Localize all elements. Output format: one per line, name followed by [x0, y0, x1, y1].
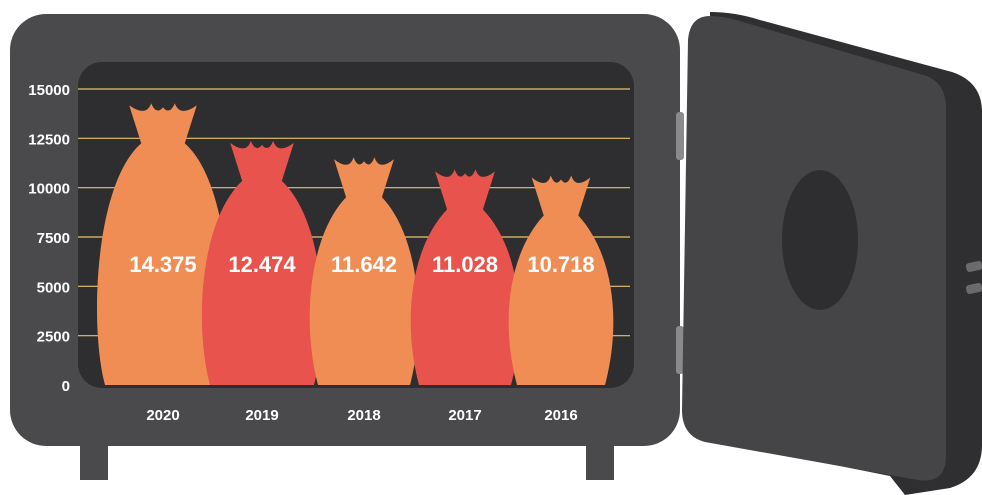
- door-bolt-1: [965, 260, 982, 272]
- y-tick-label: 0: [62, 378, 70, 395]
- money-bag-bar: [410, 169, 520, 385]
- y-tick-label: 2500: [37, 329, 70, 346]
- safe-leg-right: [586, 440, 614, 480]
- data-labels: 14.375 12.474 11.642 11.028 10.718: [129, 252, 594, 277]
- money-bag-bar: [201, 140, 323, 385]
- x-tick-label: 2019: [245, 407, 278, 424]
- bag-series: [96, 103, 614, 385]
- data-label: 11.028: [432, 252, 498, 277]
- x-tick-label: 2018: [347, 407, 380, 424]
- y-axis-ticks: 0 2500 5000 7500 10000 12500 15000: [28, 82, 70, 395]
- data-label: 11.642: [331, 252, 397, 277]
- y-tick-label: 15000: [28, 82, 70, 99]
- data-label: 10.718: [527, 252, 594, 277]
- door-bolt-2: [965, 282, 982, 294]
- x-axis-ticks: 2020 2019 2018 2017 2016: [146, 407, 577, 424]
- x-tick-label: 2017: [448, 407, 481, 424]
- safe-leg-left: [80, 440, 108, 480]
- y-tick-label: 5000: [37, 279, 70, 296]
- hinge-top: [676, 112, 684, 160]
- hinge-bottom: [676, 326, 684, 374]
- y-tick-label: 7500: [37, 230, 70, 247]
- y-tick-label: 12500: [28, 131, 70, 148]
- x-tick-label: 2016: [544, 407, 577, 424]
- data-label: 12.474: [228, 252, 296, 277]
- money-bag-bar: [309, 157, 419, 385]
- x-tick-label: 2020: [146, 407, 179, 424]
- data-label: 14.375: [129, 252, 196, 277]
- dial-icon: [782, 170, 858, 310]
- y-tick-label: 10000: [28, 181, 70, 198]
- money-bag-bar: [508, 175, 614, 385]
- money-bag-bar: [96, 103, 230, 385]
